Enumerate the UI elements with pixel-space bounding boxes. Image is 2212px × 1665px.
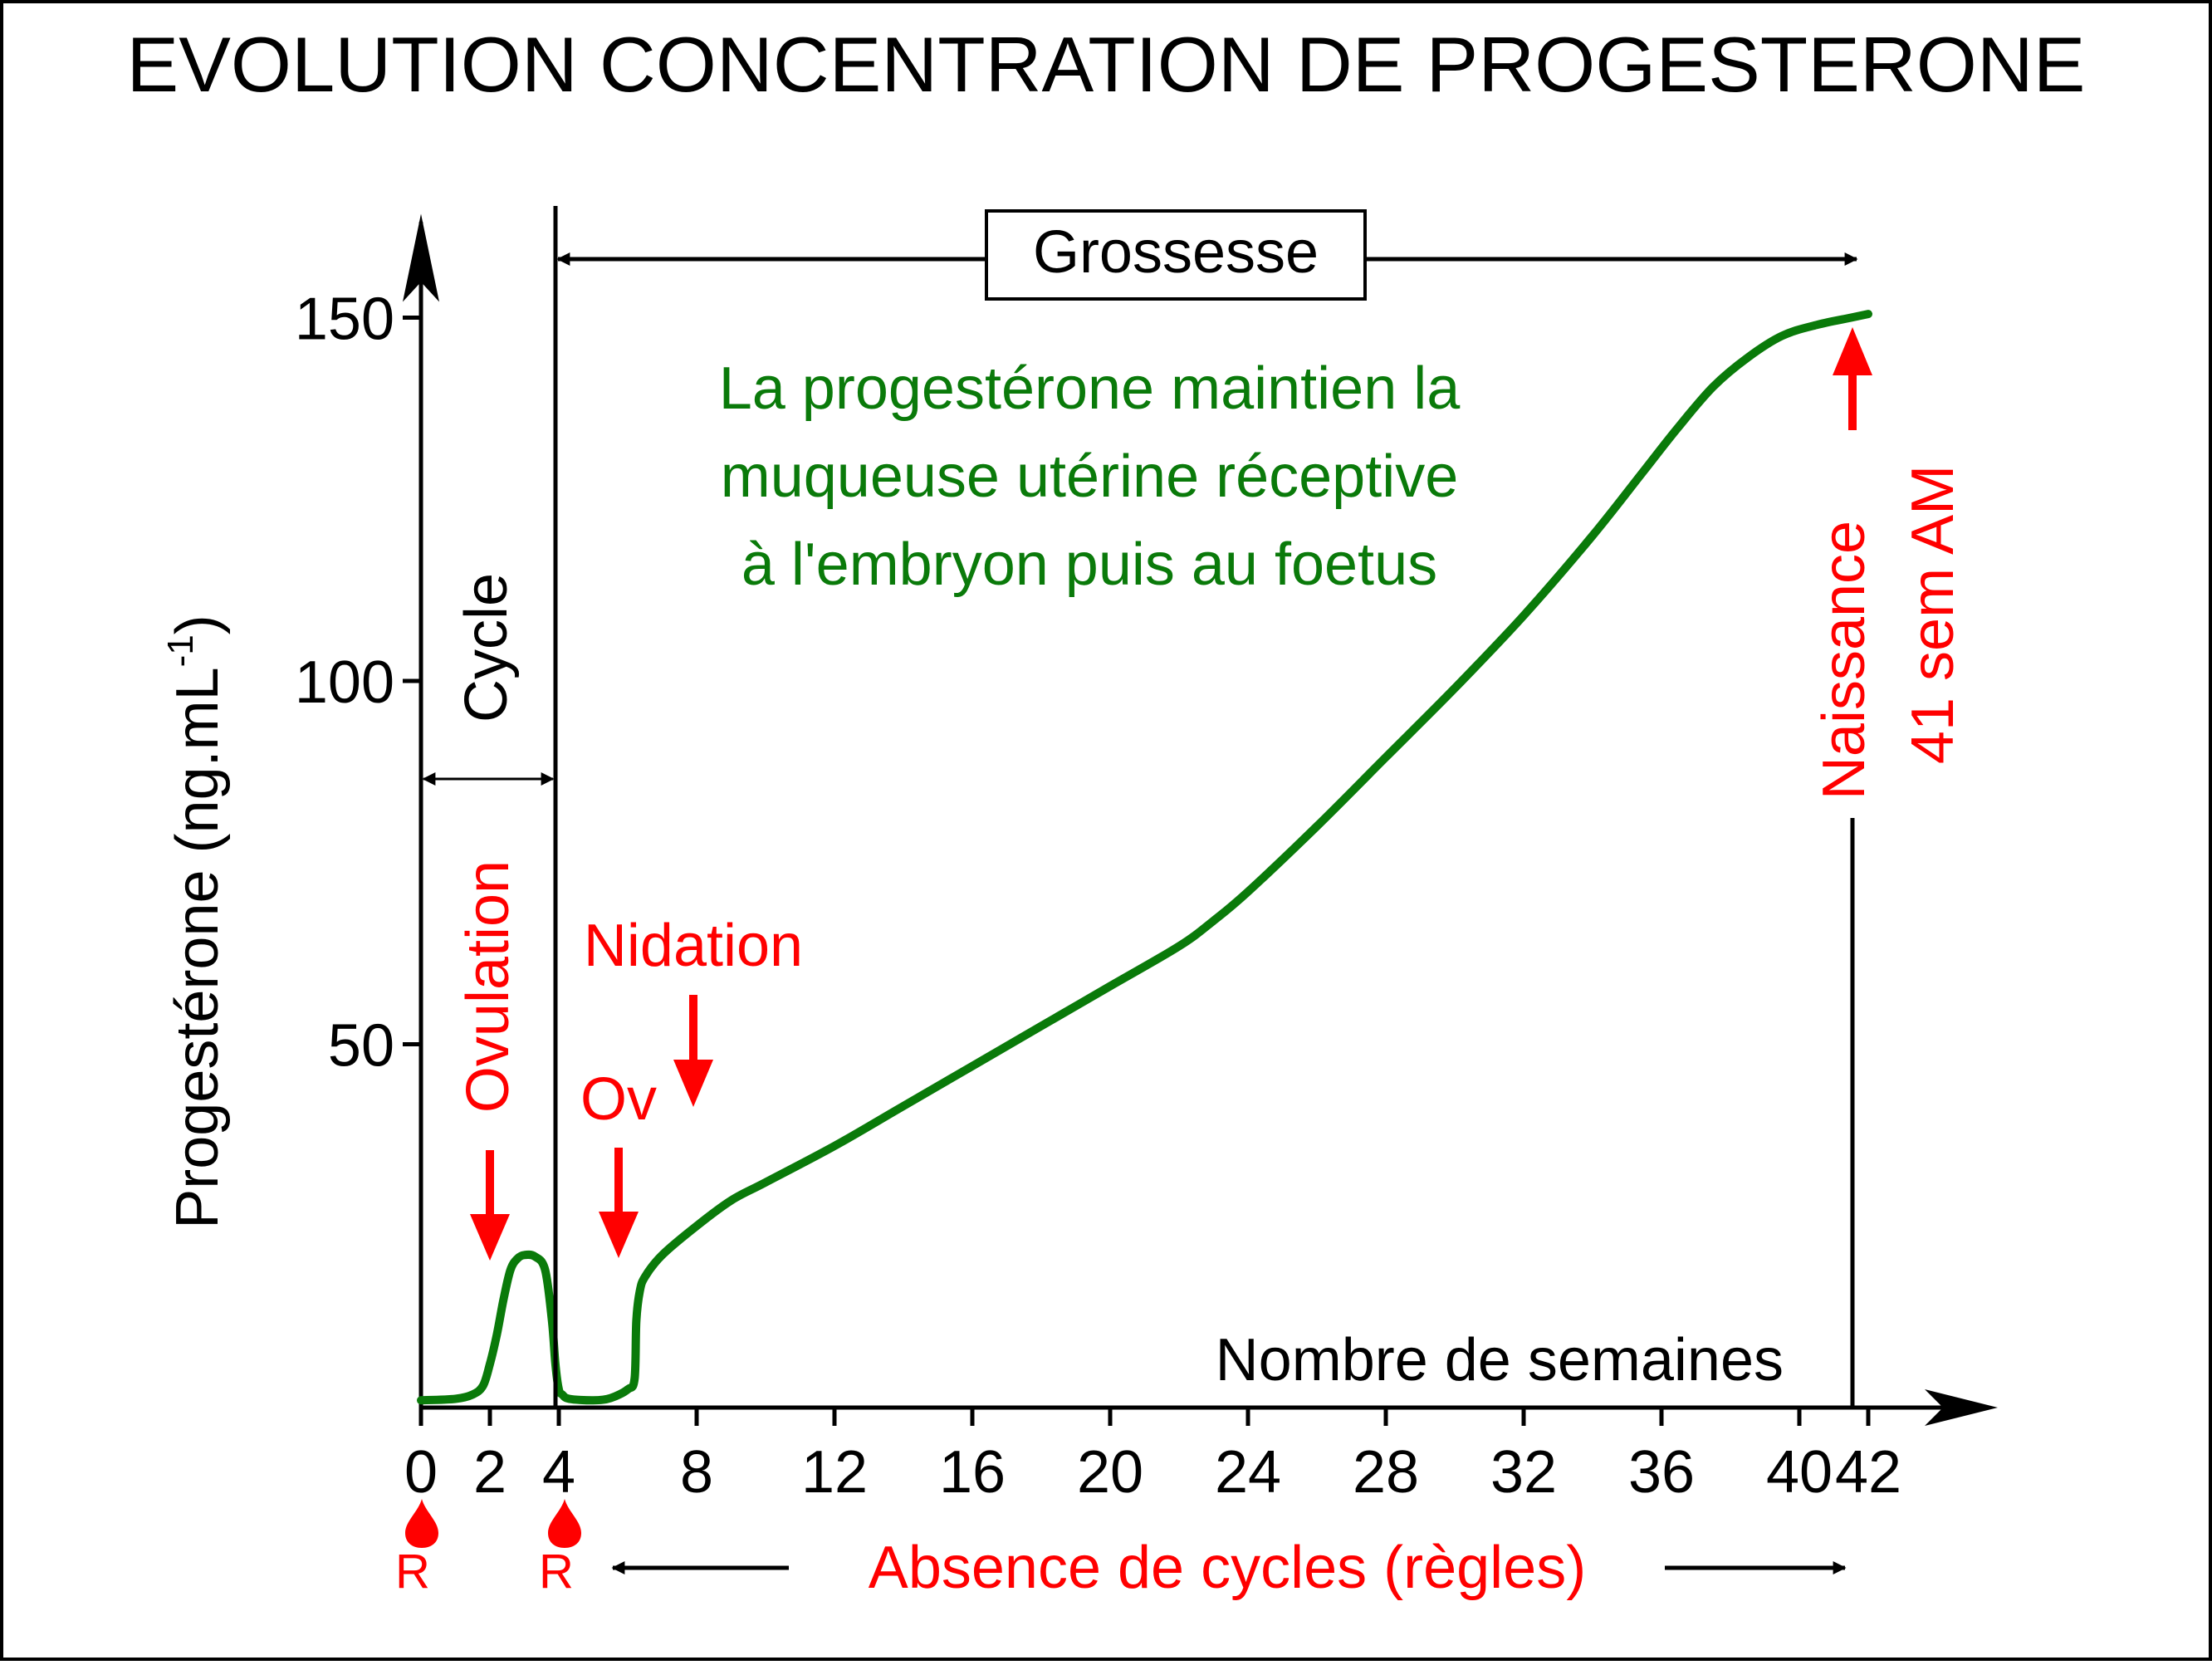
x-tick-label: 42 <box>1835 1439 1901 1506</box>
y-axis-ticks: 50 100 150 <box>295 286 421 1080</box>
x-tick-label: 16 <box>939 1439 1006 1506</box>
y-tick-label: 100 <box>295 649 394 716</box>
y-axis-label-unit-exponent: -1 <box>160 634 201 667</box>
x-axis-arrowhead <box>1925 1389 1998 1426</box>
x-tick-label: 24 <box>1215 1439 1281 1506</box>
grossesse-box <box>985 209 1367 301</box>
y-axis-arrowhead <box>403 213 439 302</box>
x-axis-label: Nombre de semaines <box>1216 1327 1784 1393</box>
ov-arrow <box>599 1148 639 1258</box>
menstruation-marker-1-label: R <box>395 1545 430 1599</box>
grossesse-label: Grossesse <box>1033 219 1319 286</box>
y-tick-label: 150 <box>295 286 394 353</box>
sem-am-label: 41 sem AM <box>1900 465 1966 764</box>
menstruation-marker-1: R <box>395 1499 438 1599</box>
ov-label: Ov <box>580 1066 657 1133</box>
naissance-label: Naissance <box>1811 521 1877 800</box>
absence-label: Absence de cycles (règles) <box>869 1535 1586 1601</box>
x-tick-label: 12 <box>801 1439 868 1506</box>
menstruation-marker-2: R <box>539 1499 581 1599</box>
y-axis-label-text: Progestérone (ng.mL <box>164 667 231 1228</box>
nidation-label: Nidation <box>584 913 803 979</box>
x-axis-ticks: 0 2 4 8 12 16 20 24 28 32 36 40 42 <box>404 1408 1901 1506</box>
y-axis-label: Progestérone (ng.mL-1) <box>160 615 231 1228</box>
axes <box>403 213 1998 1426</box>
cycle-label: Cycle <box>453 573 520 722</box>
ovulation-label: Ovulation <box>455 860 521 1113</box>
x-tick-label: 8 <box>680 1439 713 1506</box>
ovulation-arrow <box>470 1150 510 1261</box>
chart-title: EVOLUTION CONCENTRATION DE PROGESTERONE <box>127 21 2086 108</box>
explanation-line-2: muqueuse utérine réceptive <box>721 443 1459 510</box>
progesterone-curve <box>417 310 1872 1405</box>
x-tick-label: 2 <box>473 1439 507 1506</box>
x-tick-label: 0 <box>404 1439 438 1506</box>
x-tick-label: 4 <box>542 1439 575 1506</box>
x-tick-label: 28 <box>1353 1439 1419 1506</box>
x-tick-label: 40 <box>1766 1439 1833 1506</box>
nidation-arrow <box>673 995 713 1107</box>
explanation-line-1: La progestérone maintien la <box>719 355 1461 422</box>
x-tick-label: 32 <box>1490 1439 1557 1506</box>
x-tick-label: 20 <box>1077 1439 1143 1506</box>
y-tick-label: 50 <box>328 1013 394 1080</box>
naissance-arrow <box>1833 327 1872 430</box>
menstruation-marker-2-label: R <box>539 1545 574 1599</box>
y-axis-label-close: ) <box>164 615 231 634</box>
x-tick-label: 36 <box>1628 1439 1695 1506</box>
explanation-line-3: à l'embryon puis au foetus <box>741 531 1437 598</box>
